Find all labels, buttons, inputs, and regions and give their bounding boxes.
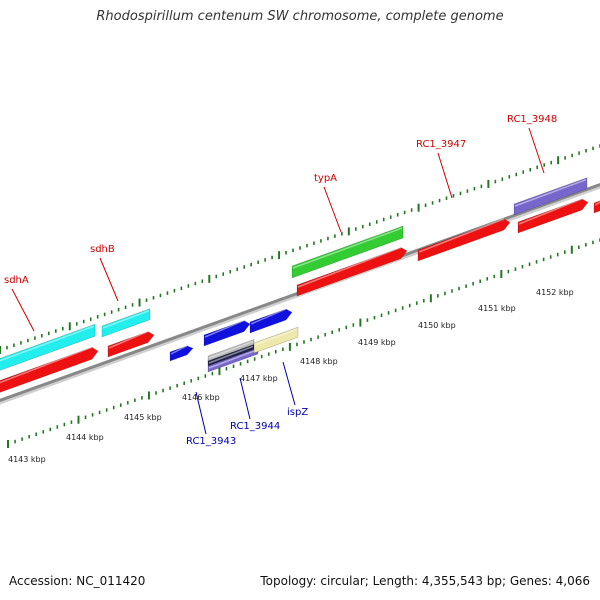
feature-RC1-3944-purple [207, 347, 259, 373]
feature-blue-2 [203, 319, 251, 347]
callout-line-RC1_3948 [528, 127, 545, 174]
gene-label-ispZ: ispZ [287, 407, 308, 418]
feature-red-2 [107, 330, 155, 358]
kbp-label: 4146 kbp [182, 393, 220, 402]
feature-blue-3-shine [250, 308, 287, 325]
callout-line-typA [323, 186, 342, 233]
kbp-labels: 4143 kbp 4144 kbp 4145 kbp 4146 kbp 4147 kbp… [8, 288, 574, 464]
gene-callouts: sdhA sdhB typA RC1_3947 RC1_3948 RC1_3943 RC1_… [4, 114, 557, 447]
feature-ispZ-yellow-body [253, 326, 299, 354]
kbp-label: 4148 kbp [300, 357, 338, 366]
feature-red-5-shine [594, 201, 600, 206]
feature-RC1-3947-red-shine [418, 218, 505, 253]
gene-label-RC1_3947: RC1_3947 [416, 139, 466, 150]
feature-RC1-3948-purple [513, 177, 588, 216]
map-title: Rhodospirillum centenum SW chromosome, c… [96, 9, 504, 24]
feature-typA-green-shine [292, 227, 403, 269]
kbp-label: 4145 kbp [124, 413, 162, 422]
callout-line-sdhA [11, 288, 35, 332]
kbp-label: 4143 kbp [8, 455, 46, 464]
kbp-label: 4150 kbp [418, 321, 456, 330]
gene-label-sdhA: sdhA [4, 275, 29, 286]
accession-text: Accession: NC_011420 [9, 574, 146, 588]
feature-red-3-body [296, 247, 408, 297]
kbp-label: 4149 kbp [358, 338, 396, 347]
feature-sdhB-cyan-body [101, 308, 151, 338]
feature-red-4-shine [518, 198, 583, 225]
gene-features [0, 177, 600, 393]
feature-red-2-body [107, 331, 155, 358]
feature-RC1-3948-purple-shine [514, 179, 587, 207]
feature-RC1-3947-red [417, 218, 511, 262]
feature-blue-2-body [203, 320, 251, 347]
feature-typA-green-body [291, 225, 404, 279]
feature-RC1-3947-red-body [417, 218, 511, 262]
gene-label-typA: typA [314, 173, 337, 184]
gene-label-RC1_3943: RC1_3943 [186, 436, 236, 447]
feature-RC1-3944-purple-body [207, 347, 259, 373]
feature-red-2-shine [108, 330, 149, 349]
callout-line-sdhB [99, 257, 119, 302]
feature-sdhA-cyan [0, 323, 96, 371]
feature-sdhB-cyan [101, 308, 151, 338]
feature-blue-3 [249, 308, 293, 334]
callout-line-ispZ [282, 361, 296, 406]
feature-typA-green [291, 225, 404, 279]
outer-tick-ring [0, 144, 600, 354]
feature-blue-1-body [169, 345, 194, 362]
feature-blue-1 [169, 345, 194, 362]
callout-line-RC1_3947 [437, 152, 453, 199]
feature-blue-2-shine [204, 319, 245, 338]
feature-ispZ-yellow [253, 326, 299, 354]
gene-label-RC1_3948: RC1_3948 [507, 114, 557, 125]
feature-sdhB-cyan-shine [102, 310, 150, 329]
feature-RC1-3948-purple-body [513, 177, 588, 216]
feature-red-5 [593, 200, 600, 214]
feature-red-1-shine [0, 346, 93, 384]
kbp-label: 4144 kbp [66, 433, 104, 442]
feature-blue-1-shine [170, 345, 188, 355]
feature-blue-3-body [249, 308, 293, 334]
feature-ispZ-yellow-shine [254, 328, 298, 346]
feature-red-3 [296, 246, 408, 297]
gene-label-RC1_3944: RC1_3944 [230, 421, 280, 432]
gene-label-sdhB: sdhB [90, 244, 115, 255]
feature-red-4-body [517, 198, 589, 234]
feature-red-3-shine [297, 246, 402, 288]
feature-red-1-body [0, 346, 99, 393]
kbp-label: 4152 kbp [536, 288, 574, 297]
genome-summary-text: Topology: circular; Length: 4,355,543 bp… [260, 574, 590, 588]
feature-red-5-body [593, 200, 600, 214]
feature-RC1-3943-navy-shine [208, 345, 254, 364]
feature-RC1-3944-purple-shine [208, 349, 258, 369]
kbp-label: 4151 kbp [478, 304, 516, 313]
kbp-label: 4147 kbp [240, 374, 278, 383]
callout-line-RC1_3943 [195, 391, 207, 435]
feature-sdhA-cyan-body [0, 323, 96, 371]
feature-RC1-3943-grey-shine [208, 340, 254, 359]
feature-red-4 [517, 198, 589, 234]
feature-sdhA-cyan-shine [0, 325, 95, 362]
callout-line-RC1_3944 [239, 377, 251, 420]
inner-tick-ring [7, 238, 600, 448]
feature-red-1 [0, 346, 99, 393]
